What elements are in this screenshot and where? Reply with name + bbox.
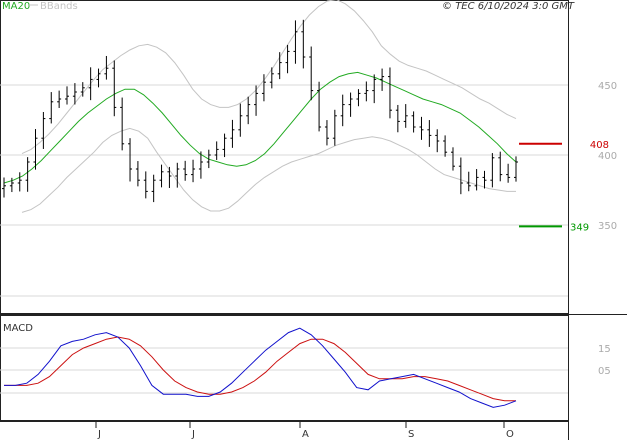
time-tick-label: J (191, 429, 195, 440)
bbands-line (21, 127, 516, 213)
macd-tick-label: 05 (598, 366, 611, 377)
macd-panel-title: MACD (3, 323, 33, 334)
time-tick-label: J (97, 429, 101, 440)
copyright-text: © TEC 6/10/2024 3:0 GMT (442, 1, 575, 12)
bbands-legend-label: BBands (40, 1, 78, 12)
price-tick-label: 450 (598, 81, 617, 92)
price-tick-label: 350 (598, 221, 617, 232)
price-panel-frame (0, 0, 569, 314)
macd-tick-label: 15 (598, 344, 611, 355)
ma-legend-label: MA20 (2, 1, 30, 12)
macd-signal-line (4, 336, 516, 402)
support-label: 349 (570, 222, 589, 233)
price-tick-label: 400 (598, 151, 617, 162)
ma20-line (3, 71, 517, 184)
time-tick-label: S (408, 429, 414, 440)
time-tick-label: A (302, 429, 309, 440)
macd-line (4, 327, 517, 408)
time-tick-label: O (506, 429, 514, 440)
resistance-label: 408 (590, 140, 609, 151)
bbands-line (21, 0, 517, 155)
macd-panel-frame (0, 315, 569, 421)
